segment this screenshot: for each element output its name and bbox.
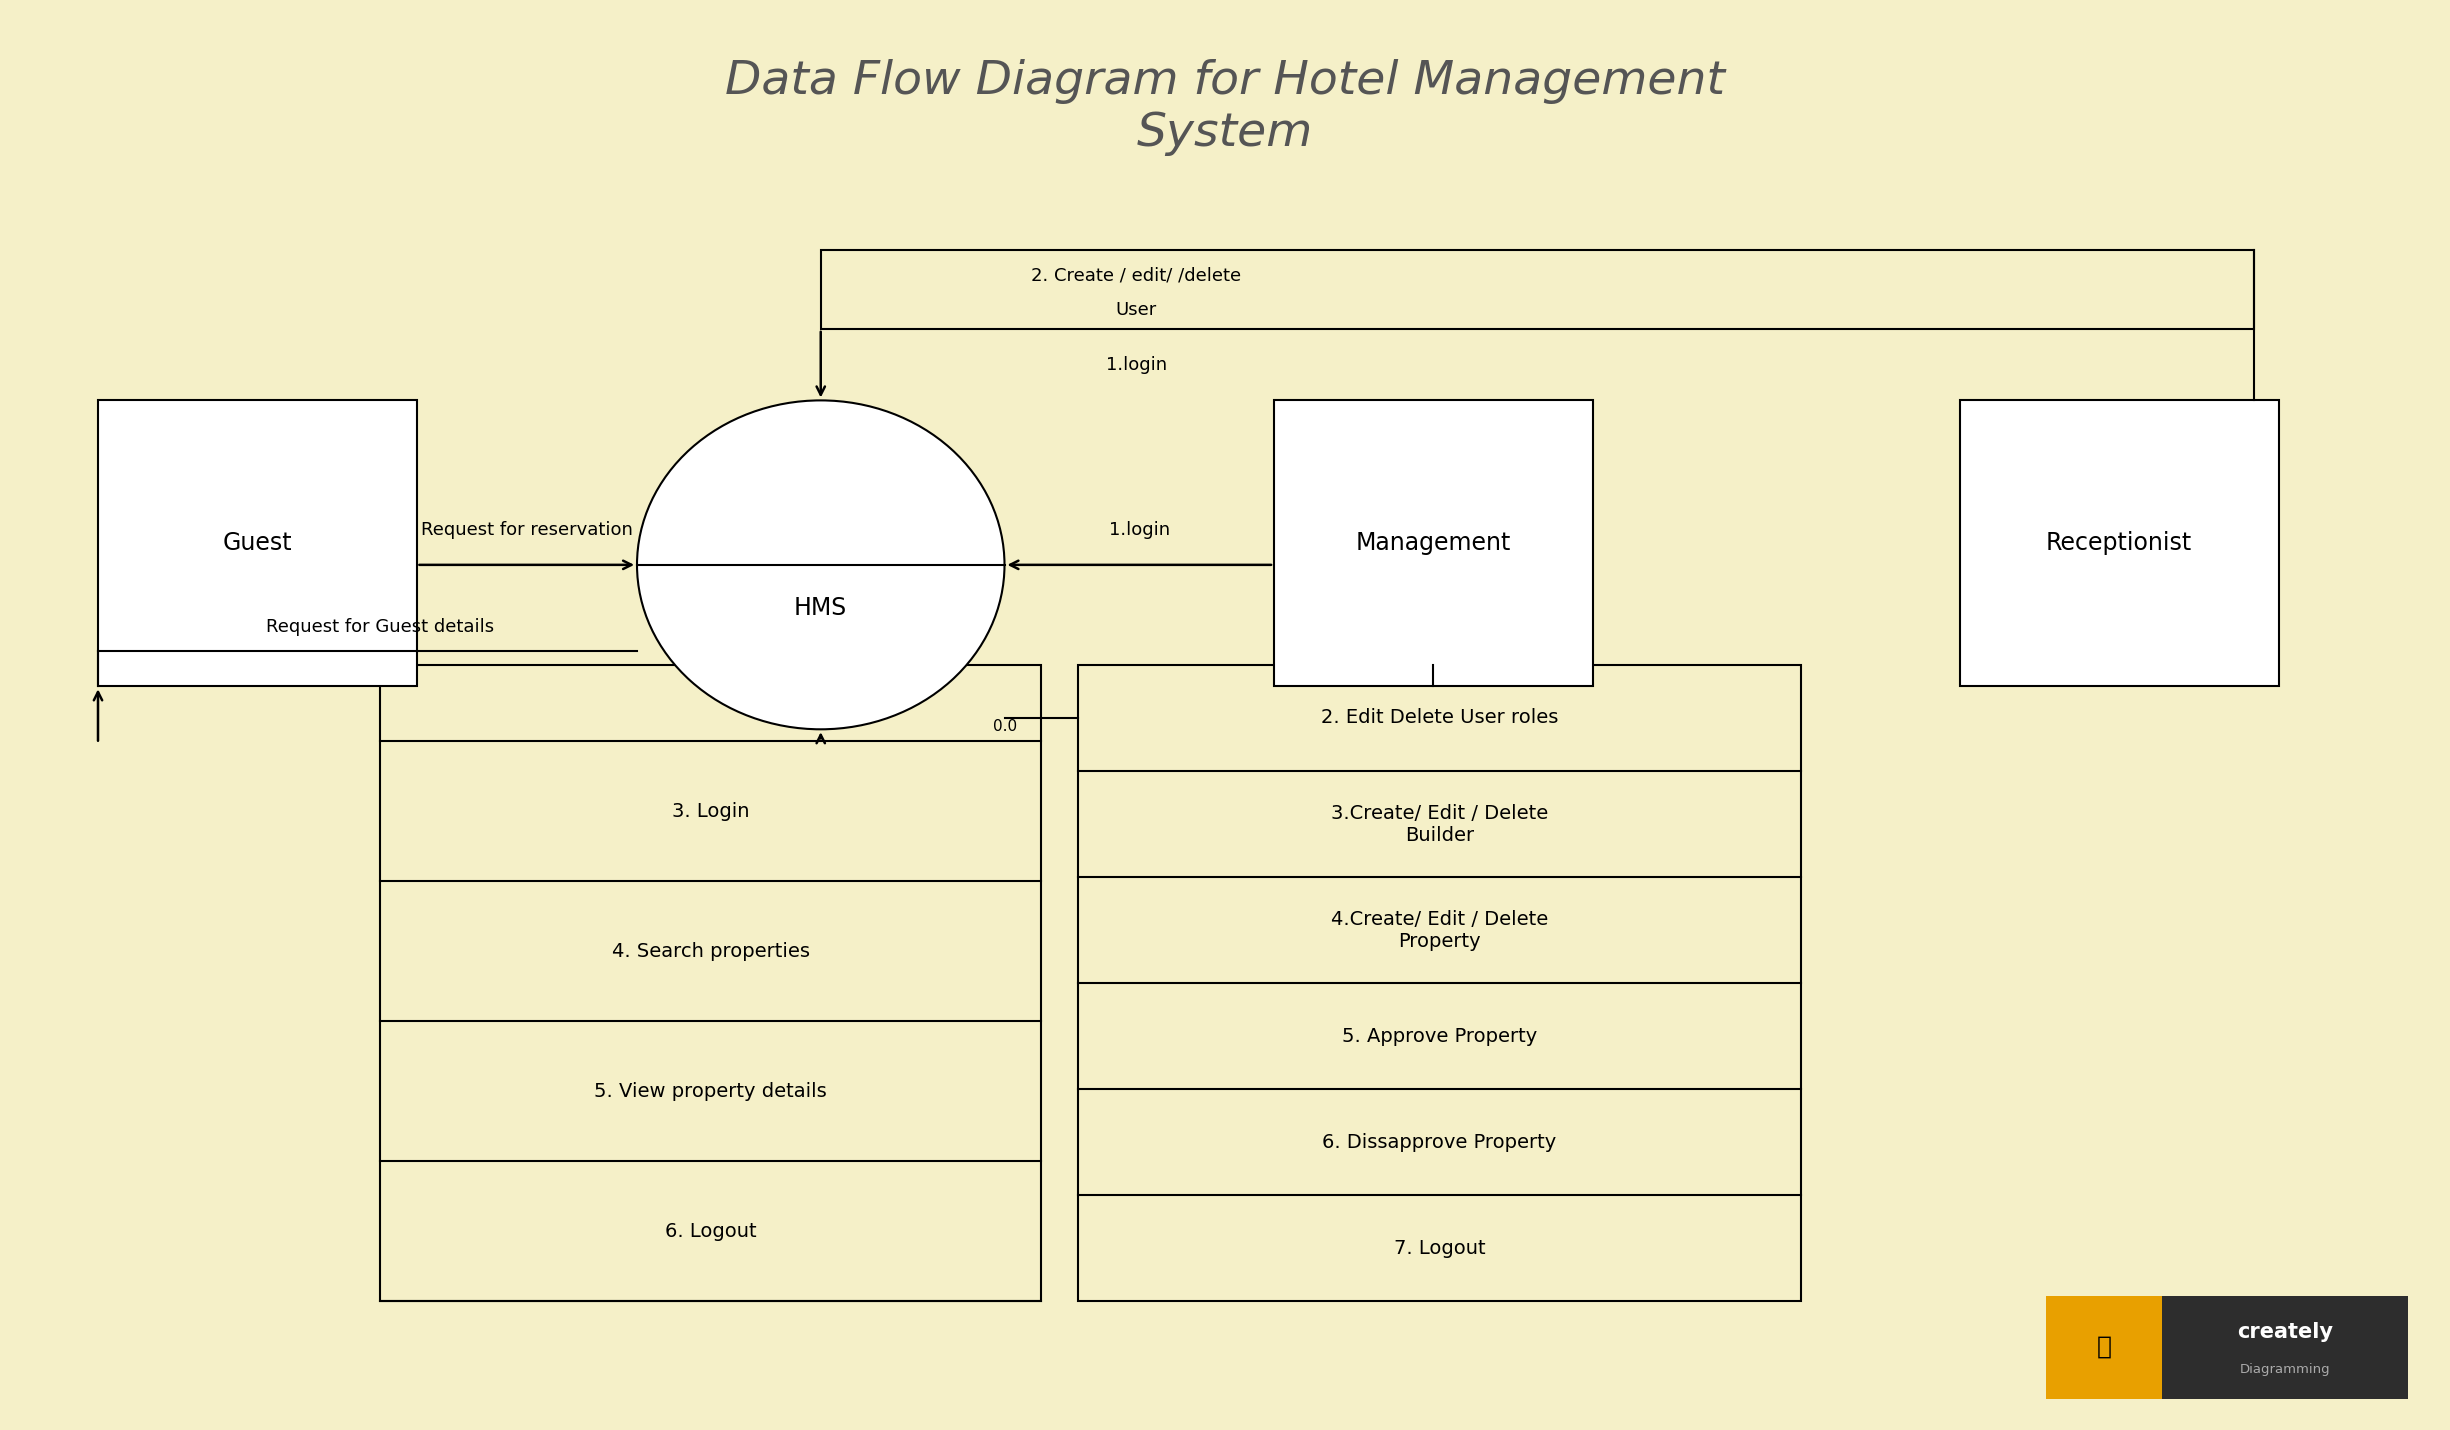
Text: HMS: HMS bbox=[794, 596, 848, 619]
Text: 3. Login: 3. Login bbox=[671, 802, 750, 821]
Text: creately: creately bbox=[2237, 1321, 2332, 1341]
Ellipse shape bbox=[637, 400, 1004, 729]
Text: 1.login: 1.login bbox=[1110, 521, 1169, 539]
Text: 4.Create/ Edit / Delete
Property: 4.Create/ Edit / Delete Property bbox=[1330, 909, 1548, 951]
Text: 4. Search properties: 4. Search properties bbox=[612, 942, 808, 961]
Text: User: User bbox=[1115, 300, 1156, 319]
Text: 1.login: 1.login bbox=[1105, 356, 1166, 373]
Bar bbox=[1274, 400, 1592, 686]
Text: 2. Create / edit/ /delete: 2. Create / edit/ /delete bbox=[1031, 266, 1242, 285]
Bar bbox=[1078, 665, 1801, 1301]
Text: Diagramming: Diagramming bbox=[2239, 1363, 2330, 1376]
Bar bbox=[1960, 400, 2278, 686]
Text: 7. Logout: 7. Logout bbox=[1394, 1238, 1485, 1258]
Text: Request for reservation: Request for reservation bbox=[421, 521, 632, 539]
Text: Receptionist: Receptionist bbox=[2046, 532, 2193, 555]
Text: Request for Guest details: Request for Guest details bbox=[265, 618, 495, 636]
Bar bbox=[380, 665, 1041, 1301]
Text: Data Flow Diagram for Hotel Management
System: Data Flow Diagram for Hotel Management S… bbox=[725, 59, 1725, 156]
Bar bbox=[821, 250, 2254, 329]
Text: Guest: Guest bbox=[223, 532, 292, 555]
Text: 5. Approve Property: 5. Approve Property bbox=[1343, 1027, 1536, 1045]
Text: 0.0: 0.0 bbox=[992, 719, 1017, 734]
Text: 5. View property details: 5. View property details bbox=[595, 1083, 828, 1101]
Bar bbox=[98, 400, 416, 686]
Text: 2. Edit Delete User roles: 2. Edit Delete User roles bbox=[1321, 708, 1558, 728]
Text: 3.Create/ Edit / Delete
Builder: 3.Create/ Edit / Delete Builder bbox=[1330, 804, 1548, 845]
Text: Management: Management bbox=[1355, 532, 1512, 555]
Bar bbox=[2046, 1296, 2161, 1399]
Text: 6. Dissapprove Property: 6. Dissapprove Property bbox=[1323, 1133, 1556, 1151]
Text: 6. Logout: 6. Logout bbox=[664, 1221, 757, 1241]
Bar bbox=[2046, 1296, 2408, 1399]
Text: 💡: 💡 bbox=[2097, 1336, 2112, 1358]
